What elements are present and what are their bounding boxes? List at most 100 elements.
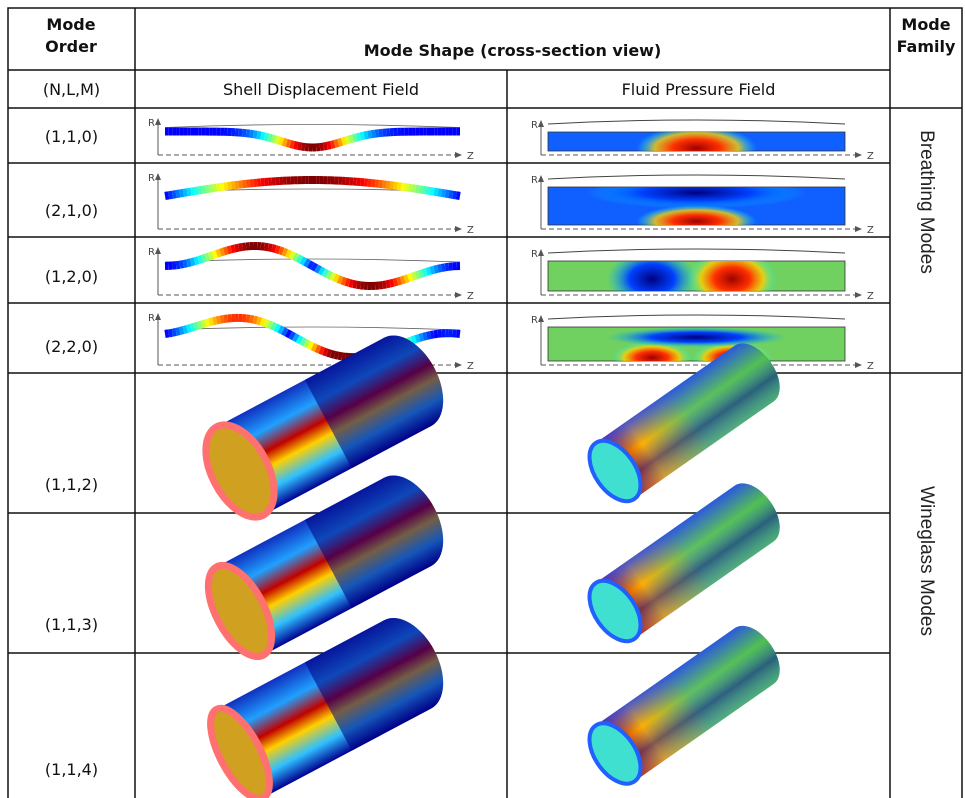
shell-segment: [434, 334, 438, 335]
shell-segment: [427, 271, 431, 272]
shell-segment: [294, 337, 298, 339]
shell-segment: [416, 338, 420, 339]
shell-segment: [239, 247, 243, 248]
shell-segment: [335, 277, 339, 279]
shell-segment: [412, 339, 416, 340]
table-graphics: RZRZRZRZRZRZRZRZ: [0, 0, 965, 798]
shell-segment: [364, 135, 368, 136]
fluid-3d: [579, 474, 790, 650]
shell-segment: [408, 277, 412, 278]
shell-segment: [268, 247, 272, 248]
shell-segment: [405, 278, 409, 279]
shell-segment: [431, 191, 435, 192]
shell-segment: [434, 192, 438, 193]
axis-label: R: [148, 313, 155, 324]
shell-segment: [276, 327, 280, 329]
shell-segment: [383, 284, 387, 285]
shell-segment: [276, 249, 280, 250]
shell-segment: [294, 145, 298, 146]
axis-arrow: [155, 173, 161, 180]
shell-segment: [169, 333, 173, 334]
shell-segment: [257, 320, 261, 321]
axis-arrow: [155, 247, 161, 254]
shell-segment: [198, 324, 202, 325]
shell-segment: [169, 195, 173, 196]
axis-label: Z: [467, 361, 474, 372]
axis-label: R: [531, 175, 538, 186]
shell-segment: [183, 263, 187, 264]
shell-segment: [228, 249, 232, 250]
shell-segment: [287, 253, 291, 255]
shell-segment: [331, 276, 335, 278]
shell-segment: [434, 269, 438, 270]
shell-segment: [445, 267, 449, 268]
shell-segment: [327, 145, 331, 146]
axis-arrow: [855, 362, 862, 368]
shell-segment: [349, 283, 353, 284]
header-mode-order: Mode Order: [30, 14, 112, 58]
shell-segment: [335, 355, 339, 356]
shell-segment: [327, 274, 331, 276]
shell-segment: [445, 193, 449, 194]
shell-segment: [313, 266, 317, 268]
shell-segment: [335, 143, 339, 144]
shell-segment: [206, 322, 210, 323]
shell-segment: [397, 186, 401, 187]
row-label: (2,2,0): [8, 337, 135, 356]
figure-table: RZRZRZRZRZRZRZRZ Mode Order Mode Shape (…: [0, 0, 965, 798]
axis-arrow: [455, 362, 462, 368]
axis-arrow: [538, 315, 544, 322]
shell-segment: [231, 248, 235, 249]
axis-arrow: [538, 249, 544, 256]
shell-segment: [209, 321, 213, 322]
pressure-lobe: [607, 249, 697, 309]
axis-label: R: [148, 247, 155, 258]
shell-segment: [213, 188, 217, 189]
shell-segment: [431, 270, 435, 271]
shell-segment: [338, 142, 342, 143]
shell-segment: [254, 320, 258, 321]
shell-segment: [405, 187, 409, 188]
axis-label: Z: [467, 225, 474, 236]
shell-segment: [423, 336, 427, 337]
shell-segment: [272, 326, 276, 328]
shell-segment: [305, 262, 309, 264]
shell-segment: [419, 189, 423, 190]
row-label: (1,1,3): [8, 615, 135, 634]
shell-segment: [419, 337, 423, 338]
shell-segment: [206, 189, 210, 190]
axis-label: Z: [867, 291, 874, 302]
shell-segment: [265, 323, 269, 324]
axis-label: R: [148, 118, 155, 129]
pressure-lobe: [637, 205, 757, 237]
shell-segment: [327, 353, 331, 354]
shell-segment: [342, 281, 346, 282]
shell-segment: [316, 268, 320, 270]
shell-segment: [235, 248, 239, 249]
shell-segment: [254, 134, 258, 135]
shell-segment: [165, 333, 169, 334]
shell-segment: [357, 136, 361, 137]
shell-segment: [397, 281, 401, 282]
shell-segment: [213, 254, 217, 255]
shell-segment: [346, 139, 350, 140]
shell-segment: [342, 141, 346, 142]
shell-segment: [298, 339, 302, 341]
row-label: (2,1,0): [8, 201, 135, 220]
shell-segment: [320, 270, 324, 272]
shell-segment: [165, 195, 169, 196]
shell-segment: [386, 284, 390, 285]
shell-segment: [187, 192, 191, 193]
shell-segment: [195, 190, 199, 191]
shell-segment: [324, 146, 328, 147]
axis-arrow: [455, 152, 462, 158]
shell-segment: [224, 186, 228, 187]
axis-arrow: [155, 313, 161, 320]
shell-segment: [401, 279, 405, 280]
shell-segment: [191, 191, 195, 192]
shell-segment: [390, 283, 394, 284]
shell-segment: [346, 282, 350, 283]
shell-segment: [183, 192, 187, 193]
shell-segment: [187, 262, 191, 263]
subheader-shell: Shell Displacement Field: [135, 80, 507, 99]
